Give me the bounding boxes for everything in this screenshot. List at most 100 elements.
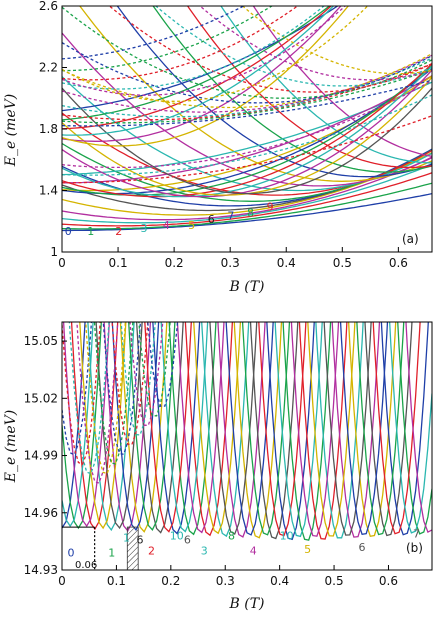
panel-b-dashed-series-4 [85, 322, 126, 475]
panel-a-dashed-series-3 [62, 57, 432, 118]
panel-b-solid-series-41 [339, 322, 389, 536]
panel-b-level-label-3: 6 [137, 533, 144, 546]
panel-a-ticks: 0 0.1 0.2 0.3 0.4 0.5 0.6 1 1.4 1.8 2.2 2.6 [39, 0, 408, 270]
panel-b-level-label-1: 1 [108, 547, 115, 560]
panel-a-xtick-label-5: 0.5 [333, 256, 352, 270]
panel-a-ylabel: E_e (meV) [3, 94, 19, 168]
panel-b-label: (b) [406, 541, 423, 555]
panel-a-solid-series-2 [62, 172, 432, 227]
panel-a-ytick-label-4: 2.6 [39, 0, 58, 13]
panel-b-xtick-label-1: 0.1 [107, 574, 126, 588]
panel-b-ytick-label-2: 14.99 [24, 449, 58, 463]
panel-a-level-label-5: 5 [188, 219, 195, 232]
panel-a-solid-series-12 [78, 6, 432, 182]
panel-b-xtick-label-6: 0.6 [379, 574, 398, 588]
panel-b-frame [61, 321, 433, 571]
panel-b-xtick-label-3: 0.3 [216, 574, 235, 588]
panel-b-level-label-13: 7 [413, 528, 420, 541]
panel-a-dashed-series-10 [199, 6, 432, 81]
panel-a-ytick-label-0: 1 [50, 245, 58, 259]
panel-a-solid-series-27 [62, 87, 432, 195]
panel-b-curves [62, 322, 432, 541]
panel-a-solid-series-21 [62, 68, 432, 195]
panel-b-annotation-label: 0.06 [75, 560, 97, 571]
panel-b-level-label-8: 8 [228, 529, 235, 542]
panel-a-dashed-series-15 [62, 6, 246, 60]
panel-b-dashed-series-5 [93, 322, 134, 465]
panel-a-level-label-4: 4 [163, 219, 170, 232]
panel-b-ticks: 0 0.1 0.2 0.3 0.4 0.5 0.6 14.93 14.96 14.99 15.02 1… [24, 334, 398, 588]
panel-a-solid-series-24 [62, 65, 432, 198]
panel-a-dashed-series-4 [62, 54, 432, 113]
panel-b-solid-series-19 [347, 322, 397, 538]
panel-a-solid-series-19 [62, 75, 432, 184]
panel-a-dashed-series-14 [62, 80, 432, 169]
panel-a-level-label-9: 9 [267, 200, 274, 213]
panel-b-solid-series-3 [87, 322, 135, 532]
panel-b-dashed-series-8 [120, 322, 156, 436]
panel-a-solid-series-14 [152, 6, 432, 173]
panel-b-solid-series-35 [241, 322, 291, 536]
panel-a-level-label-0: 0 [65, 225, 72, 238]
panel-b-solid-series-20 [364, 322, 413, 537]
panel-b-xlabel: B (T) [229, 596, 265, 612]
panel-a-label: (a) [402, 232, 419, 246]
panel-a-dashed-series-20 [62, 6, 369, 102]
panel-a-dashed-series-11 [241, 6, 432, 75]
panel-a-solid-series-0 [62, 192, 432, 232]
panel-b-xtick-label-5: 0.5 [325, 574, 344, 588]
panel-a-xlabel: B (T) [229, 279, 265, 295]
panel-b-solid-series-12 [233, 322, 283, 539]
panel-a-xtick-label-2: 0.2 [165, 256, 184, 270]
panel-a-level-label-2: 2 [115, 225, 122, 238]
panel-a-curves [62, 6, 432, 232]
panel-a-dashed-series-0 [62, 79, 432, 127]
panel-b-xtick-label-2: 0.2 [161, 574, 180, 588]
panel-b-solid-series-33 [209, 322, 258, 536]
panel-a-dashed-series-12 [62, 115, 432, 184]
panel-a-solid-series-4 [62, 157, 432, 221]
panel-a-solid-series-1 [62, 182, 432, 230]
panel-b-level-label-4: 2 [148, 545, 155, 558]
panel-a-xtick-label-3: 0.3 [221, 256, 240, 270]
panel-b-level-label-7: 3 [201, 545, 208, 558]
panel-a-ytick-label-3: 2.2 [39, 61, 58, 75]
panel-a-level-label-7: 7 [227, 210, 234, 223]
panel-a-solid-series-31 [62, 6, 335, 136]
panel-b-xtick-label-0: 0 [58, 574, 66, 588]
panel-a-ytick-label-1: 1.4 [39, 184, 58, 198]
panel-a-dashed-series-8 [108, 6, 432, 93]
panel-a-solid-series-23 [62, 63, 432, 198]
panel-b-level-label-10: 10 [280, 529, 294, 542]
panel-a-xtick-label-6: 0.6 [389, 256, 408, 270]
panel-b-solid-series-34 [225, 322, 274, 536]
panel-b-solid-series-40 [323, 322, 372, 536]
panel-b-xtick-label-4: 0.4 [270, 574, 289, 588]
panel-a-solid-series-16 [220, 6, 432, 164]
panel-a-solid-series-30 [62, 6, 333, 130]
panel-b-ylabel: E_e (meV) [3, 410, 19, 484]
panel-b-solid-series-4 [103, 322, 152, 532]
panel-a-level-label-1: 1 [87, 225, 94, 238]
panel-a-ytick-label-2: 1.8 [39, 122, 58, 136]
panel-a-solid-series-33 [62, 6, 350, 147]
panel-a-solid-series-29 [62, 6, 331, 121]
panel-a-solid-series-13 [116, 6, 432, 178]
panel-a-xtick-label-4: 0.4 [277, 256, 296, 270]
panel-a-dashed-series-17 [62, 6, 299, 81]
panel-a-dashed-series-13 [62, 94, 432, 176]
panel-a-dashed-series-1 [62, 69, 432, 124]
panel-b-solid-series-27 [111, 322, 160, 531]
panel-b-solid-series-5 [119, 322, 168, 533]
panel-b-ytick-label-3: 15.02 [24, 391, 58, 405]
panel-a-level-label-8: 8 [247, 207, 254, 220]
panel-b-solid-series-10 [201, 322, 250, 538]
panel-a-solid-series-17 [252, 6, 432, 157]
panel-a-solid-series-25 [62, 69, 432, 198]
panel-b-level-label-11: 5 [304, 543, 311, 556]
panel-b-solid-series-11 [217, 322, 266, 538]
